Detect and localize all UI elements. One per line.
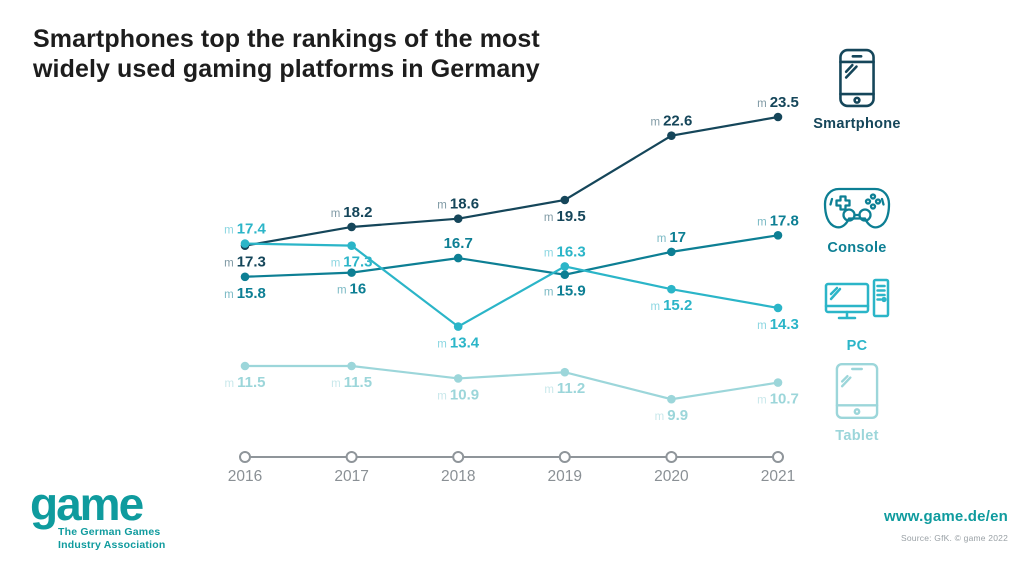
series-line-smartphone: [244, 115, 779, 247]
data-point-console-2021: [773, 230, 783, 240]
data-label-tablet-2021: m 10.7: [757, 391, 799, 408]
data-point-tablet-2021: [773, 378, 783, 387]
data-label-pc-2017: m 17.3: [331, 254, 373, 271]
data-label-tablet-2018: m 10.9: [437, 386, 479, 403]
data-label-smartphone-2017: m 18.2: [331, 204, 373, 221]
website-link[interactable]: www.game.de/en: [884, 508, 1008, 525]
axis-label-2020: 2020: [654, 468, 689, 485]
data-label-tablet-2017: m 11.5: [331, 374, 372, 391]
data-point-console-2020: [667, 247, 676, 257]
data-label-pc-2020: m 15.2: [651, 297, 693, 314]
data-label-pc-2019: m 16.3: [544, 243, 586, 260]
series-pc: m 17.4 m 17.3 m 13.4 m 16.3 m 15.2 m 14.3: [224, 221, 799, 352]
axis-tick-2020: [665, 451, 678, 463]
logo-subtitle-line2: Industry Association: [58, 539, 166, 551]
page-title-line2: widely used gaming platforms in Germany: [33, 55, 540, 83]
data-point-smartphone-2020: [667, 131, 676, 140]
data-point-console-2018: [453, 253, 463, 263]
axis-label-2021: 2021: [761, 468, 795, 485]
data-label-tablet-2020: m 9.9: [655, 407, 688, 424]
series-line-tablet: [245, 364, 779, 401]
gamepad-icon: [823, 186, 891, 232]
data-label-smartphone-2018: m 18.6: [437, 196, 479, 213]
data-point-tablet-2018: [453, 374, 463, 383]
legend-item-tablet: Tablet: [792, 362, 922, 444]
data-label-smartphone-2016: m 17.3: [224, 254, 266, 271]
series-smartphone: m 17.3 m 18.2 m 18.6 m 19.5 m 22.6 m 23.5: [224, 94, 799, 271]
data-point-tablet-2020: [667, 394, 676, 404]
legend-label-console: Console: [827, 240, 887, 256]
game-association-logo: game The German Games Industry Associati…: [30, 478, 165, 552]
axis-tick-2019: [558, 451, 571, 463]
data-point-tablet-2016: [240, 361, 250, 371]
data-label-pc-2021: m 14.3: [757, 316, 799, 333]
data-label-smartphone-2020: m 22.6: [651, 113, 693, 130]
legend-item-console: Console: [792, 186, 922, 256]
legend-label-tablet: Tablet: [835, 428, 879, 444]
series-console: m 15.8 m 16 16.7 m 15.9 m 17 m 17.8: [224, 212, 799, 302]
data-point-console-2017: [347, 268, 356, 277]
data-label-console-2016: m 15.8: [224, 285, 266, 302]
axis-tick-2018: [452, 451, 465, 463]
data-point-smartphone-2019: [560, 195, 570, 205]
data-label-tablet-2016: m 11.5: [225, 374, 266, 391]
data-label-console-2019: m 15.9: [544, 283, 586, 300]
data-point-pc-2017: [347, 241, 356, 250]
logo-subtitle: The German Games Industry Association: [58, 526, 165, 552]
series-line-pc: [244, 242, 779, 328]
smartphone-icon: [838, 48, 876, 108]
x-axis: 2016 2017 2018 2019 2020 2021: [228, 451, 795, 485]
axis-label-2019: 2019: [548, 468, 582, 485]
axis-tick-2017: [345, 451, 358, 463]
data-point-tablet-2017: [347, 361, 356, 371]
data-point-pc-2019: [560, 262, 570, 271]
data-label-pc-2016: m 17.4: [224, 221, 266, 238]
data-point-pc-2020: [667, 284, 676, 294]
axis-tick-2016: [239, 451, 251, 463]
desktop-pc-icon: [824, 278, 890, 330]
data-point-console-2016: [240, 272, 250, 282]
page-title: Smartphones top the rankings of the most…: [33, 24, 633, 84]
data-label-console-2017: m 16: [337, 281, 366, 298]
axis-label-2018: 2018: [441, 468, 475, 485]
data-point-smartphone-2018: [453, 214, 463, 223]
data-point-tablet-2019: [560, 367, 570, 377]
legend-item-pc: PC: [792, 278, 922, 354]
data-point-smartphone-2017: [347, 222, 356, 232]
data-point-pc-2021: [773, 303, 783, 313]
data-point-pc-2018: [453, 322, 463, 331]
data-label-smartphone-2021: m 23.5: [757, 94, 799, 111]
data-label-console-2018: 16.7: [444, 235, 473, 252]
data-label-console-2021: m 17.8: [757, 212, 799, 229]
axis-label-2016: 2016: [228, 468, 262, 485]
legend-label-pc: PC: [846, 338, 868, 354]
data-label-smartphone-2019: m 19.5: [544, 208, 586, 225]
data-point-pc-2016: [240, 239, 250, 248]
logo-wordmark: game: [30, 478, 144, 530]
legend-label-smartphone: Smartphone: [813, 116, 901, 132]
page-title-line1: Smartphones top the rankings of the most: [33, 25, 540, 53]
data-label-console-2020: m 17: [657, 229, 686, 246]
series-tablet: m 11.5 m 11.5 m 10.9 m 11.2 m 9.9 m 10.7: [225, 361, 799, 424]
data-label-pc-2018: m 13.4: [437, 335, 479, 352]
legend-item-smartphone: Smartphone: [792, 48, 922, 132]
series-line-console: [244, 234, 779, 278]
axis-label-2017: 2017: [334, 468, 368, 485]
logo-subtitle-line1: The German Games: [58, 526, 161, 538]
tablet-icon: [835, 362, 879, 420]
data-point-smartphone-2021: [773, 112, 783, 122]
data-point-console-2019: [560, 270, 570, 280]
source-credit: Source: GfK. © game 2022: [901, 533, 1008, 543]
axis-tick-2021: [772, 451, 784, 463]
data-label-tablet-2019: m 11.2: [544, 380, 585, 397]
footer-right: www.game.de/en Source: GfK. © game 2022: [708, 508, 1008, 543]
